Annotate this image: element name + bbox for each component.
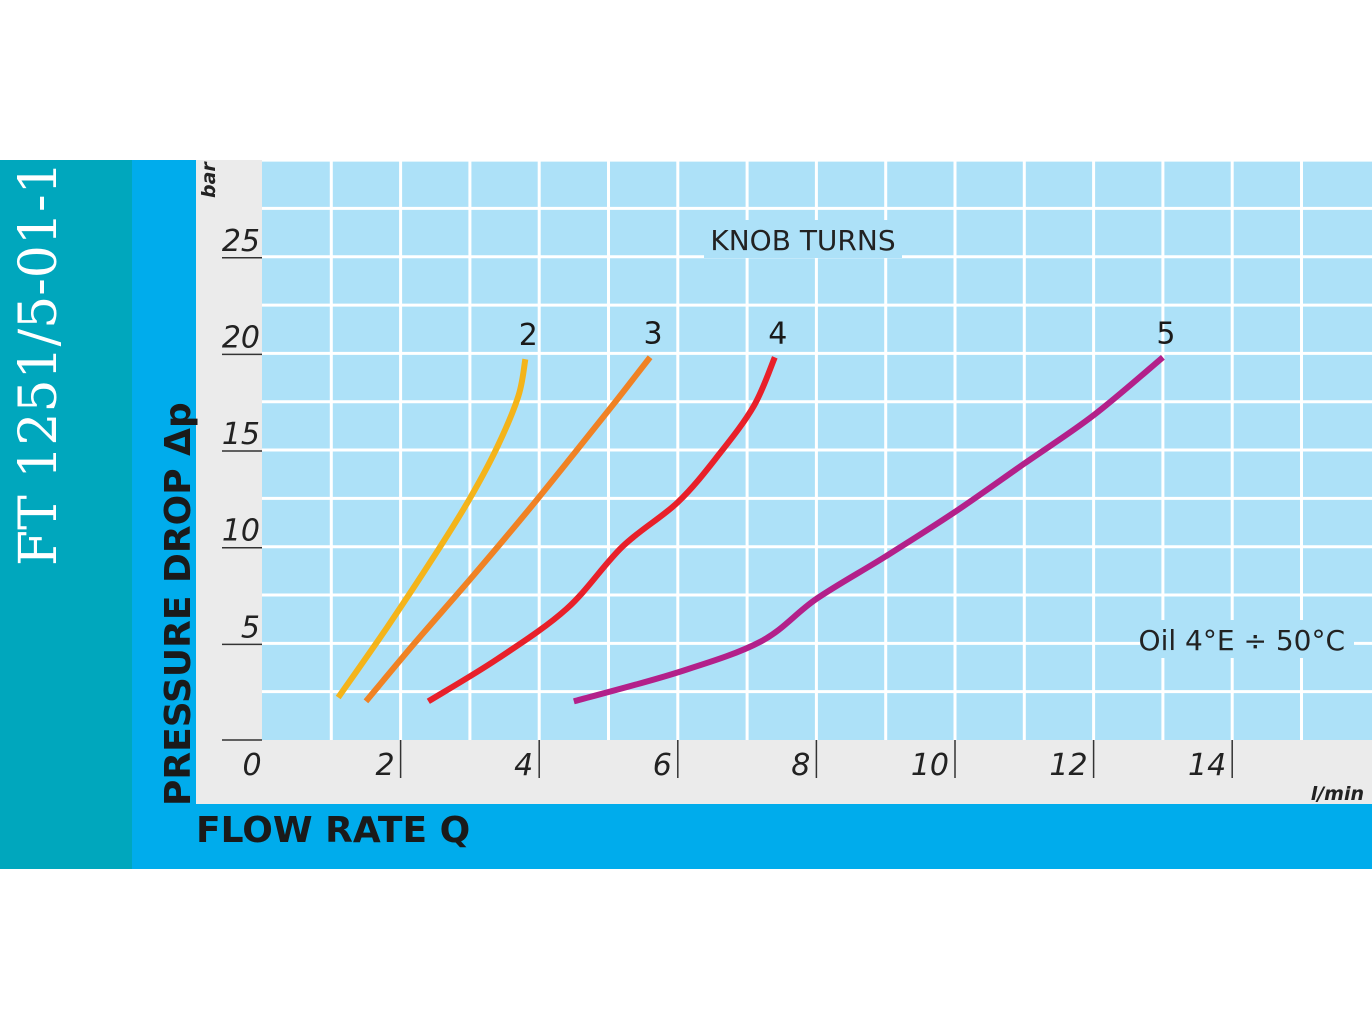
x-tick-label: 4 bbox=[514, 748, 533, 783]
y-tick-label: 10 bbox=[222, 514, 260, 549]
y-tick-label: 5 bbox=[241, 610, 260, 645]
series-label-2: 2 bbox=[519, 318, 538, 353]
y-axis: 5 10 15 20 25 bbox=[222, 224, 262, 645]
series-layer: 2 3 4 5 bbox=[335, 316, 1175, 705]
series-line-2 bbox=[335, 358, 529, 700]
legend-title-background bbox=[704, 220, 902, 258]
x-unit-label: l/min bbox=[1311, 783, 1364, 805]
y-tick-label: 25 bbox=[222, 224, 260, 259]
x-tick-label: 6 bbox=[653, 748, 672, 783]
series-line-3 bbox=[363, 355, 653, 704]
x-tick-label: 0 bbox=[242, 748, 261, 783]
y-axis-area bbox=[196, 160, 262, 804]
annotation-background bbox=[1140, 620, 1354, 658]
side-label: FT 1251/5-01-14 bbox=[9, 128, 69, 566]
series-label-3: 3 bbox=[644, 316, 663, 351]
series-line-4 bbox=[426, 356, 778, 704]
y-unit-label: bar bbox=[198, 161, 220, 198]
x-axis: 0 2 4 6 8 10 12 14 bbox=[222, 739, 1233, 783]
y-tick-label: 20 bbox=[222, 320, 260, 355]
side-band bbox=[0, 160, 132, 869]
x-axis-title: FLOW RATE Q bbox=[196, 810, 470, 851]
x-tick-label: 14 bbox=[1188, 748, 1226, 783]
oil-annotation: Oil 4°E ÷ 50°C bbox=[1139, 624, 1345, 657]
x-axis-area bbox=[196, 740, 1372, 804]
x-tick-label: 8 bbox=[791, 748, 810, 783]
y-axis-title: PRESSURE DROP Δp bbox=[158, 402, 199, 806]
series-label-4: 4 bbox=[768, 316, 787, 351]
x-tick-label: 10 bbox=[911, 748, 949, 783]
x-tick-label: 12 bbox=[1049, 748, 1087, 783]
x-tick-label: 2 bbox=[376, 748, 395, 783]
y-tick-label: 15 bbox=[222, 417, 260, 452]
series-label-5: 5 bbox=[1156, 316, 1175, 351]
legend-title: KNOB TURNS bbox=[710, 224, 895, 257]
series-line-5 bbox=[573, 354, 1165, 705]
